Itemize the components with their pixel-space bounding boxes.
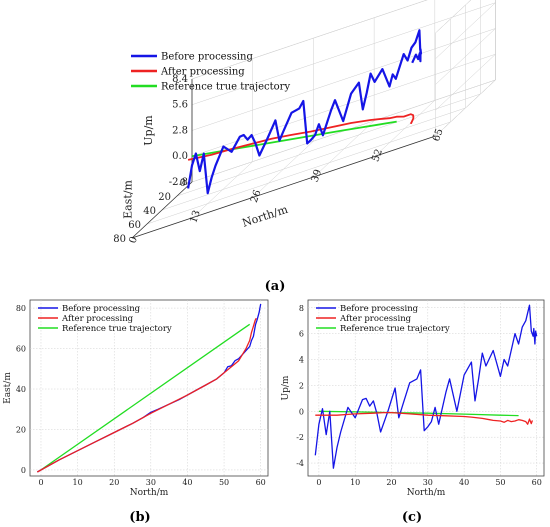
series-line-after: [187, 113, 415, 161]
x-tick-label: 0: [127, 235, 140, 245]
legend-label-before: Before processing: [340, 304, 419, 314]
panel-b-caption: (b): [129, 510, 150, 525]
z-tick-label: 0.0: [172, 151, 188, 162]
box-edge: [435, 0, 472, 34]
series-line-before: [314, 304, 538, 469]
panel-c-caption: (c): [402, 510, 422, 525]
y-tick-label: 8: [299, 304, 304, 313]
legend-label-after: After processing: [160, 67, 245, 78]
side-wall-gridline: [435, 54, 496, 111]
x-tick-label: 10: [73, 478, 83, 487]
x-tick-label: 50: [495, 478, 505, 487]
x-tick-label: 50: [219, 478, 229, 487]
x-axis-label: North/m: [130, 488, 169, 498]
side-wall-gridline: [435, 28, 496, 85]
legend-label-reference: Reference true trajectory: [340, 324, 450, 334]
floor-gridline: [161, 107, 466, 211]
box-edge: [191, 0, 428, 80]
y-tick-label: 80: [113, 234, 126, 245]
box-edge: [131, 181, 193, 239]
box-edge: [435, 79, 496, 137]
y-tick-label: 0: [180, 178, 186, 189]
plot-frame: [307, 299, 545, 477]
legend-label-before: Before processing: [62, 304, 141, 314]
back-wall-gridline: [191, 53, 496, 157]
y-axis-label: East/m: [3, 372, 13, 404]
legend-label-reference: Reference true trajectory: [62, 324, 172, 334]
x-tick-label: 52: [370, 148, 385, 164]
y-tick-label: 4: [299, 356, 304, 365]
y-tick-label: 20: [158, 192, 171, 203]
x-tick-label: 13: [188, 209, 203, 225]
y-tick-label: 40: [16, 385, 26, 394]
y-tick-label: 40: [143, 206, 156, 217]
z-tick-label: 5.6: [172, 100, 188, 111]
x-tick-label: 65: [431, 127, 446, 143]
y-tick-label: 80: [16, 304, 26, 313]
x-tick-label: 26: [249, 188, 264, 204]
y-tick-label: -4: [296, 459, 304, 468]
x-tick-label: 30: [423, 478, 433, 487]
x-tick-label: 39: [310, 168, 325, 184]
y-axis-label: Up/m: [281, 375, 291, 400]
y-tick-label: 60: [128, 220, 141, 231]
z-axis-label: Up/m: [142, 115, 155, 146]
floor-gridline: [146, 121, 451, 225]
y-axis-label: East/m: [121, 180, 134, 219]
z-tick-label: 8.4: [172, 74, 188, 85]
side-wall-gridline: [435, 2, 496, 59]
plot-frame: [29, 299, 269, 477]
x-tick-label: 40: [459, 478, 469, 487]
series-line-before: [187, 29, 423, 195]
x-tick-label: 60: [256, 478, 266, 487]
z-tick-label: 2.8: [172, 125, 188, 136]
floor-gridline: [176, 93, 481, 197]
series-line-after: [315, 411, 534, 425]
y-tick-label: 2: [299, 381, 304, 390]
panel-a-caption: (a): [265, 279, 286, 294]
panel-b-east-north-chart: 0 10 20 30 40 50 60 0 20 40 60 80 North/m East/m Befor…: [3, 299, 269, 498]
back-wall-gridline: [191, 2, 496, 105]
y-tick-label: 0: [299, 407, 304, 416]
back-wall-gridline: [191, 28, 496, 131]
legend-label-reference: Reference true trajectory: [161, 82, 290, 93]
x-tick-label: 60: [532, 478, 542, 487]
legend-label-before: Before processing: [161, 52, 253, 63]
series-line-reference: [40, 323, 251, 471]
x-axis-label: North/m: [241, 203, 290, 230]
y-tick-label: 60: [16, 345, 26, 354]
panel-c-up-north-chart: 0 10 20 30 40 50 60 -4 -2 0 2 4 6 8 North/m Up/m Before …: [281, 299, 545, 498]
y-tick-label: 20: [16, 425, 26, 434]
x-tick-label: 20: [109, 478, 119, 487]
legend-label-after: After processing: [61, 314, 134, 324]
z-tick-label: -2.8: [169, 177, 188, 188]
x-tick-label: 40: [182, 478, 192, 487]
x-tick-label: 10: [350, 478, 360, 487]
series-line-after: [36, 317, 257, 473]
y-tick-label: 0: [21, 466, 26, 475]
y-tick-label: 6: [299, 330, 304, 339]
legend-label-after: After processing: [339, 314, 412, 324]
series-line-reference: [318, 410, 519, 417]
x-axis-label: North/m: [407, 488, 446, 498]
y-tick-label: -2: [296, 433, 304, 442]
box-edge: [131, 135, 436, 239]
x-tick-label: 20: [386, 478, 396, 487]
x-tick-label: 0: [38, 478, 43, 487]
x-tick-label: 0: [316, 478, 321, 487]
x-tick-label: 30: [146, 478, 156, 487]
